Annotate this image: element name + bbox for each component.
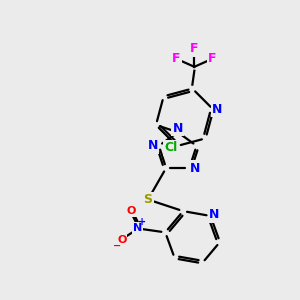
Text: N: N	[148, 140, 158, 152]
Text: N: N	[190, 161, 200, 175]
Text: N: N	[212, 103, 223, 116]
Text: F: F	[190, 43, 199, 56]
Text: N: N	[133, 224, 142, 233]
Text: −: −	[113, 241, 121, 251]
Text: F: F	[172, 52, 181, 65]
Text: Cl: Cl	[164, 142, 178, 154]
Text: O: O	[117, 235, 126, 245]
Text: O: O	[127, 206, 136, 216]
Text: F: F	[208, 52, 216, 65]
Text: +: +	[138, 218, 147, 227]
Text: N: N	[209, 208, 220, 221]
Text: S: S	[143, 193, 152, 206]
Text: N: N	[172, 122, 183, 135]
